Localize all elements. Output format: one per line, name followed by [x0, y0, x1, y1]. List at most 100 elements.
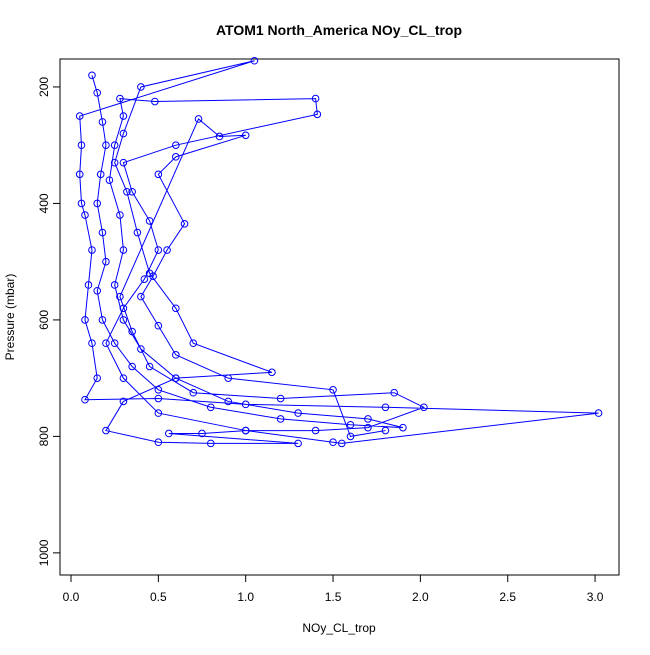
data-point	[119, 397, 128, 406]
data-point	[224, 397, 233, 406]
data-point	[149, 272, 157, 281]
data-point	[154, 394, 163, 403]
data-point	[81, 211, 89, 219]
data-point	[151, 97, 159, 106]
data-point	[75, 112, 84, 120]
data-point	[189, 339, 198, 348]
data-point	[119, 158, 128, 167]
data-point	[311, 94, 320, 103]
data-point	[98, 118, 107, 126]
data-point	[102, 141, 110, 149]
data-point	[137, 83, 145, 91]
data-point	[172, 351, 180, 359]
data-point	[96, 170, 105, 179]
data-point	[198, 429, 206, 438]
x-tick-label: 2.0	[412, 590, 429, 604]
data-point	[88, 71, 96, 80]
data-point	[81, 395, 89, 404]
data-point	[329, 438, 337, 447]
data-point	[337, 439, 346, 448]
data-point	[119, 316, 128, 324]
y-tick-label: 1000	[37, 539, 51, 566]
data-point	[110, 339, 119, 348]
y-tick-label: 800	[37, 426, 51, 446]
data-point	[311, 426, 320, 435]
data-point	[119, 112, 128, 120]
data-point	[137, 292, 145, 301]
data-point	[154, 170, 163, 179]
data-point	[128, 362, 136, 371]
data-point	[180, 220, 189, 228]
data-point	[276, 394, 285, 403]
data-point	[594, 409, 603, 417]
data-point	[128, 327, 136, 336]
y-tick-label: 400	[37, 193, 51, 213]
data-point	[116, 292, 124, 301]
data-point	[128, 187, 136, 196]
x-tick-label: 1.0	[237, 590, 254, 604]
data-point	[77, 199, 86, 208]
data-point	[110, 158, 119, 167]
data-point	[93, 286, 102, 295]
data-point	[399, 423, 407, 432]
data-point	[364, 415, 372, 423]
data-point	[93, 374, 102, 382]
data-point	[119, 304, 128, 313]
data-point	[154, 321, 163, 330]
data-point	[102, 426, 110, 435]
data-point	[215, 132, 224, 141]
x-axis-label: NOy_CL_trop	[302, 621, 376, 635]
data-point	[81, 316, 89, 324]
data-point	[346, 420, 355, 429]
data-point	[390, 388, 398, 397]
data-point	[241, 426, 250, 435]
data-point	[119, 374, 128, 382]
data-point	[268, 368, 276, 377]
data-point	[98, 316, 107, 324]
data-point	[145, 217, 154, 225]
data-point	[329, 385, 337, 394]
x-tick-label: 3.0	[587, 590, 604, 604]
data-point	[123, 187, 131, 196]
x-tick-label: 0.0	[63, 590, 80, 604]
chart-title: ATOM1 North_America NOy_CL_trop	[216, 22, 462, 38]
data-point	[381, 426, 390, 435]
data-point	[154, 438, 163, 447]
data-point	[110, 141, 119, 149]
data-point	[119, 129, 128, 138]
plot-frame	[59, 58, 620, 576]
data-point	[88, 246, 96, 254]
data-point	[140, 275, 149, 283]
data-point	[165, 429, 173, 438]
data-point	[241, 400, 250, 409]
data-point	[102, 339, 110, 348]
y-tick-label: 200	[37, 77, 51, 97]
y-axis-label: Pressure (mbar)	[3, 274, 17, 361]
data-point	[137, 345, 145, 353]
data-point	[381, 403, 390, 412]
data-point	[194, 115, 203, 123]
x-tick-label: 0.5	[150, 590, 167, 604]
data-point	[105, 176, 114, 184]
data-point	[133, 228, 142, 237]
data-point	[110, 281, 119, 289]
data-point	[364, 423, 372, 432]
data-point	[163, 246, 171, 254]
data-point	[145, 362, 154, 371]
data-point	[172, 141, 180, 149]
data-point	[346, 432, 355, 441]
data-point	[77, 141, 86, 149]
data-point	[276, 415, 285, 423]
data-point	[250, 56, 259, 65]
data-point	[84, 281, 93, 289]
data-point	[93, 88, 102, 97]
data-point	[116, 211, 124, 219]
data-point	[116, 94, 124, 103]
data-point	[154, 385, 163, 394]
x-tick-label: 1.5	[325, 590, 342, 604]
data-point	[172, 374, 180, 382]
y-tick-label: 600	[37, 310, 51, 330]
x-tick-label: 2.5	[499, 590, 516, 604]
data-point	[313, 110, 322, 119]
